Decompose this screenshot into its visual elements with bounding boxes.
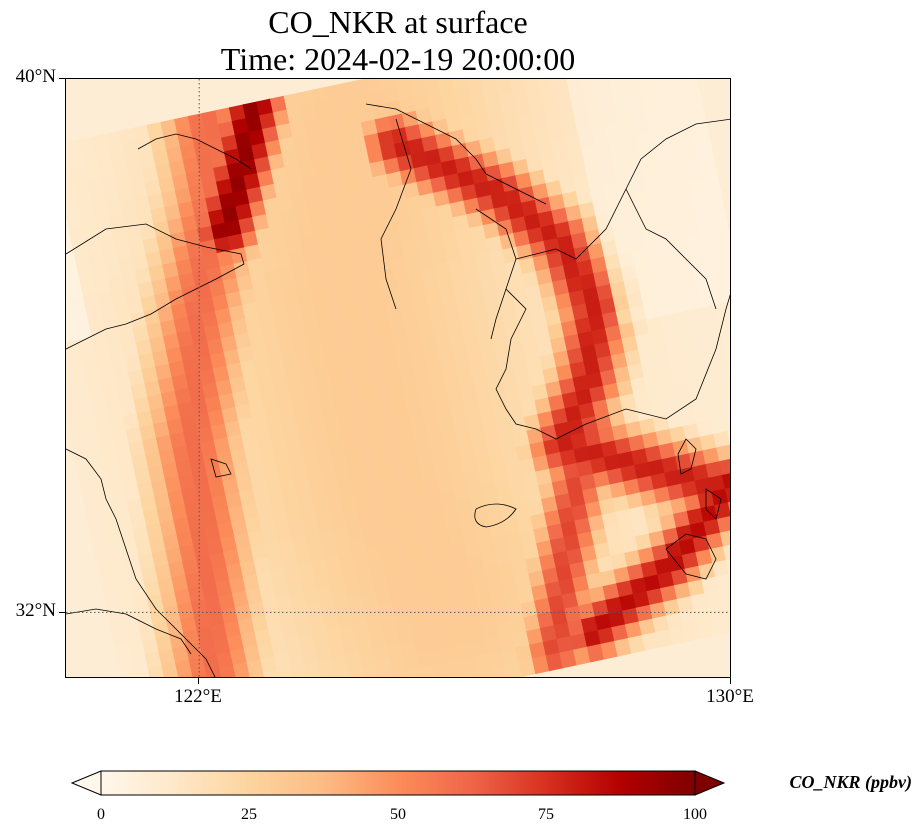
coastline-8	[495, 288, 730, 440]
coastline-12	[665, 533, 717, 580]
colorbar-tick-100: 100	[683, 806, 707, 823]
xtick-mark-130	[730, 678, 731, 684]
colorbar-tick-50: 50	[390, 806, 406, 823]
coastline-9	[625, 188, 717, 310]
coastline-2	[66, 608, 192, 655]
colorbar-extend-high	[694, 770, 726, 796]
colorbar-tick-0: 0	[97, 806, 105, 823]
coastline-14	[210, 458, 232, 478]
ytick-label-32n: 32°N	[15, 600, 56, 621]
xtick-mark-122	[198, 678, 199, 684]
ytick-mark-32	[59, 612, 65, 613]
coastline-10	[474, 503, 517, 528]
coastline-5	[380, 118, 412, 310]
colorbar-gradient	[100, 770, 696, 796]
coastline-6	[475, 208, 517, 340]
ytick-mark-40	[59, 78, 65, 79]
coastline-11	[677, 438, 697, 475]
coastline-4	[365, 103, 547, 205]
coastline-1	[66, 448, 216, 677]
coastline-7	[515, 118, 730, 260]
coastline-13	[705, 488, 722, 520]
map-title-line1: CO_NKR at surface	[268, 4, 528, 40]
ytick-label-40n: 40°N	[15, 66, 56, 87]
colorbar-tick-75: 75	[538, 806, 554, 823]
xtick-label-130e: 130°E	[706, 686, 754, 707]
coastline-3	[137, 133, 252, 170]
colorbar-label: CO_NKR (ppbv)	[789, 772, 913, 792]
xtick-label-122e: 122°E	[174, 686, 222, 707]
map-title-line2: Time: 2024-02-19 20:00:00	[220, 41, 576, 77]
map-panel	[65, 78, 731, 678]
colorbar	[70, 770, 726, 796]
coastline-0	[66, 223, 245, 350]
colorbar-extend-low	[70, 770, 102, 796]
concentration-grid	[66, 79, 730, 677]
colorbar-tick-25: 25	[241, 806, 257, 823]
concentration-field	[66, 79, 730, 677]
